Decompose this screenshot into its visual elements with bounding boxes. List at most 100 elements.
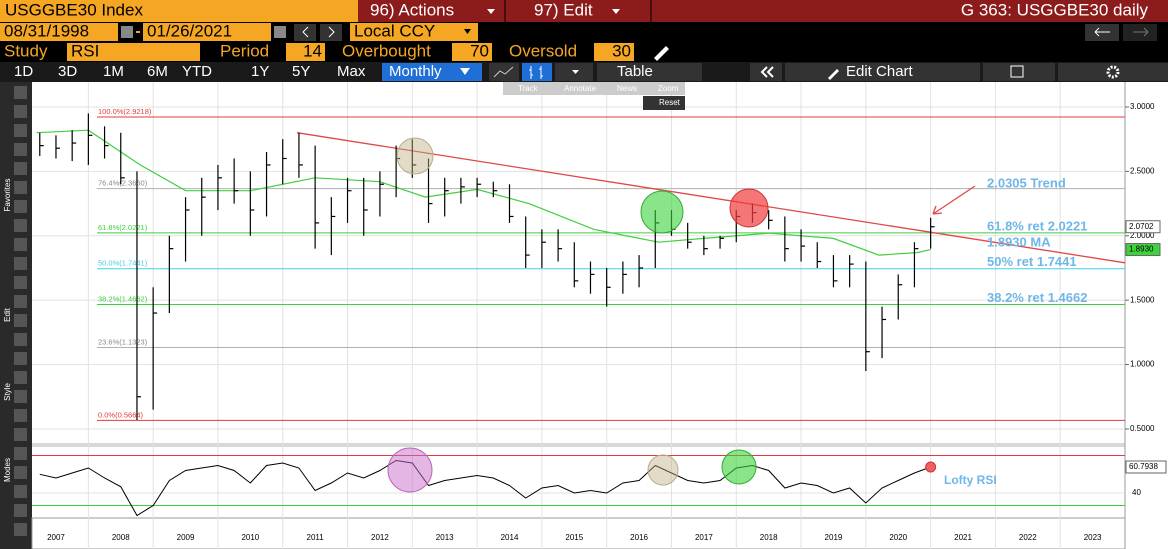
currency: Local CCY bbox=[354, 21, 435, 40]
line-chart-button[interactable] bbox=[489, 63, 519, 81]
tool-icon[interactable] bbox=[14, 447, 27, 460]
end-date-box[interactable] bbox=[143, 23, 271, 41]
caret bbox=[460, 68, 470, 75]
tool[interactable]: News bbox=[617, 84, 637, 93]
tool-icon[interactable] bbox=[14, 257, 27, 270]
tool-icon[interactable] bbox=[14, 181, 27, 194]
range-button[interactable]: 5Y bbox=[292, 63, 310, 80]
oversold-label: Oversold bbox=[509, 41, 577, 60]
x-tick-label: 2012 bbox=[371, 533, 389, 542]
tools-bar bbox=[503, 82, 685, 95]
last-value-tag bbox=[1125, 243, 1161, 257]
tool-icon[interactable] bbox=[14, 124, 27, 137]
calendar-icon[interactable] bbox=[274, 26, 286, 38]
security-box[interactable] bbox=[0, 0, 358, 22]
tool-icon[interactable] bbox=[14, 523, 27, 536]
tool[interactable]: Track bbox=[518, 84, 539, 93]
study-box[interactable] bbox=[67, 43, 200, 61]
tool-icon[interactable] bbox=[14, 86, 27, 99]
tool-icon[interactable] bbox=[14, 276, 27, 289]
tool-icon[interactable] bbox=[14, 466, 27, 479]
table-label: Table bbox=[617, 63, 653, 80]
highlight bbox=[387, 447, 433, 493]
end-date: 01/26/2021 bbox=[147, 21, 232, 40]
tool-icon[interactable] bbox=[14, 200, 27, 213]
study: RSI bbox=[71, 41, 99, 60]
tool-icon[interactable] bbox=[14, 238, 27, 251]
x-tick-label: 2015 bbox=[565, 533, 583, 542]
y-tick-label: 40 bbox=[1132, 488, 1141, 497]
range-button[interactable]: 3D bbox=[58, 63, 77, 80]
actions-menu[interactable]: 96) Actions bbox=[370, 0, 454, 19]
prev-button[interactable] bbox=[294, 24, 316, 41]
reset-button[interactable] bbox=[643, 96, 685, 110]
x-axis-band bbox=[31, 517, 1126, 549]
last-value-label: 1.8930 bbox=[1129, 245, 1154, 254]
edit-menu[interactable]: 97) Edit bbox=[534, 0, 593, 19]
rsi-line bbox=[39, 459, 931, 517]
bar-chart-button[interactable] bbox=[522, 63, 552, 81]
collapse-button[interactable] bbox=[750, 63, 782, 81]
period-box[interactable] bbox=[286, 43, 325, 61]
tool-icon[interactable] bbox=[14, 314, 27, 327]
tool[interactable]: Zoom bbox=[658, 84, 679, 93]
chart-background bbox=[32, 82, 1168, 549]
tool-icon[interactable] bbox=[14, 143, 27, 156]
tool-icon[interactable] bbox=[14, 390, 27, 403]
settings-button[interactable] bbox=[1058, 63, 1168, 81]
tool-icon[interactable] bbox=[14, 409, 27, 422]
next-button[interactable] bbox=[320, 24, 342, 41]
tool-icon[interactable] bbox=[14, 504, 27, 517]
caret bbox=[612, 9, 620, 14]
range-button[interactable]: 6M bbox=[147, 63, 168, 80]
range-button[interactable]: 1M bbox=[103, 63, 124, 80]
frequency: Monthly bbox=[389, 63, 442, 80]
x-tick-label: 2021 bbox=[954, 533, 972, 542]
draw-button[interactable] bbox=[983, 63, 1055, 81]
fib-label: 23.6%(1.1323) bbox=[98, 338, 148, 347]
tool-icon[interactable] bbox=[14, 295, 27, 308]
tool-icon[interactable] bbox=[14, 162, 27, 175]
x-tick-label: 2020 bbox=[889, 533, 907, 542]
oversold: 30 bbox=[612, 41, 631, 60]
edit-chart-button[interactable] bbox=[785, 63, 980, 81]
tool[interactable]: Annotate bbox=[564, 84, 597, 93]
side-label: Edit bbox=[3, 307, 12, 322]
pen-icon[interactable] bbox=[654, 46, 669, 61]
y-tick-label: 1.0000 bbox=[1130, 360, 1155, 369]
fib-annotation: 50% ret 1.7441 bbox=[987, 254, 1077, 269]
range-button[interactable]: Max bbox=[337, 63, 366, 80]
start-date-box[interactable] bbox=[0, 23, 118, 41]
oversold-box[interactable] bbox=[594, 43, 634, 61]
tool-icon[interactable] bbox=[14, 105, 27, 118]
redo-icon bbox=[1133, 27, 1149, 37]
sidebar-icons bbox=[14, 86, 27, 536]
page-title: G 363: USGGBE30 daily bbox=[961, 0, 1149, 19]
tool-icon[interactable] bbox=[14, 352, 27, 365]
draw-icon bbox=[1010, 65, 1024, 78]
tool-icon[interactable] bbox=[14, 333, 27, 346]
range-button[interactable]: 1D bbox=[14, 63, 33, 80]
line-icon bbox=[493, 66, 514, 78]
y-tick-label: 2.0000 bbox=[1130, 231, 1155, 240]
table-button[interactable] bbox=[597, 63, 702, 81]
range-button[interactable]: YTD bbox=[182, 63, 212, 80]
y-tick-label: 2.5000 bbox=[1130, 166, 1155, 175]
currency-box[interactable] bbox=[350, 23, 478, 41]
x-tick-label: 2014 bbox=[501, 533, 519, 542]
x-tick-label: 2010 bbox=[241, 533, 259, 542]
tool-icon[interactable] bbox=[14, 219, 27, 232]
overbought-box[interactable] bbox=[452, 43, 492, 61]
range-button[interactable]: 1Y bbox=[251, 63, 269, 80]
plot: 100.0%(2.9218) 76.4%(2.3660) 61.8%(2.0221)… bbox=[32, 107, 1167, 517]
tool-icon[interactable] bbox=[14, 371, 27, 384]
last-value-label: 60.7938 bbox=[1129, 462, 1158, 471]
frequency-box[interactable] bbox=[382, 63, 482, 81]
x-tick-label: 2019 bbox=[825, 533, 843, 542]
calendar-icon[interactable] bbox=[121, 26, 133, 38]
y-tick-label: 0.5000 bbox=[1130, 424, 1155, 433]
last-value-tag bbox=[1125, 460, 1167, 474]
trend-label: 2.0305 Trend bbox=[987, 175, 1066, 190]
tool-icon[interactable] bbox=[14, 485, 27, 498]
tool-icon[interactable] bbox=[14, 428, 27, 441]
